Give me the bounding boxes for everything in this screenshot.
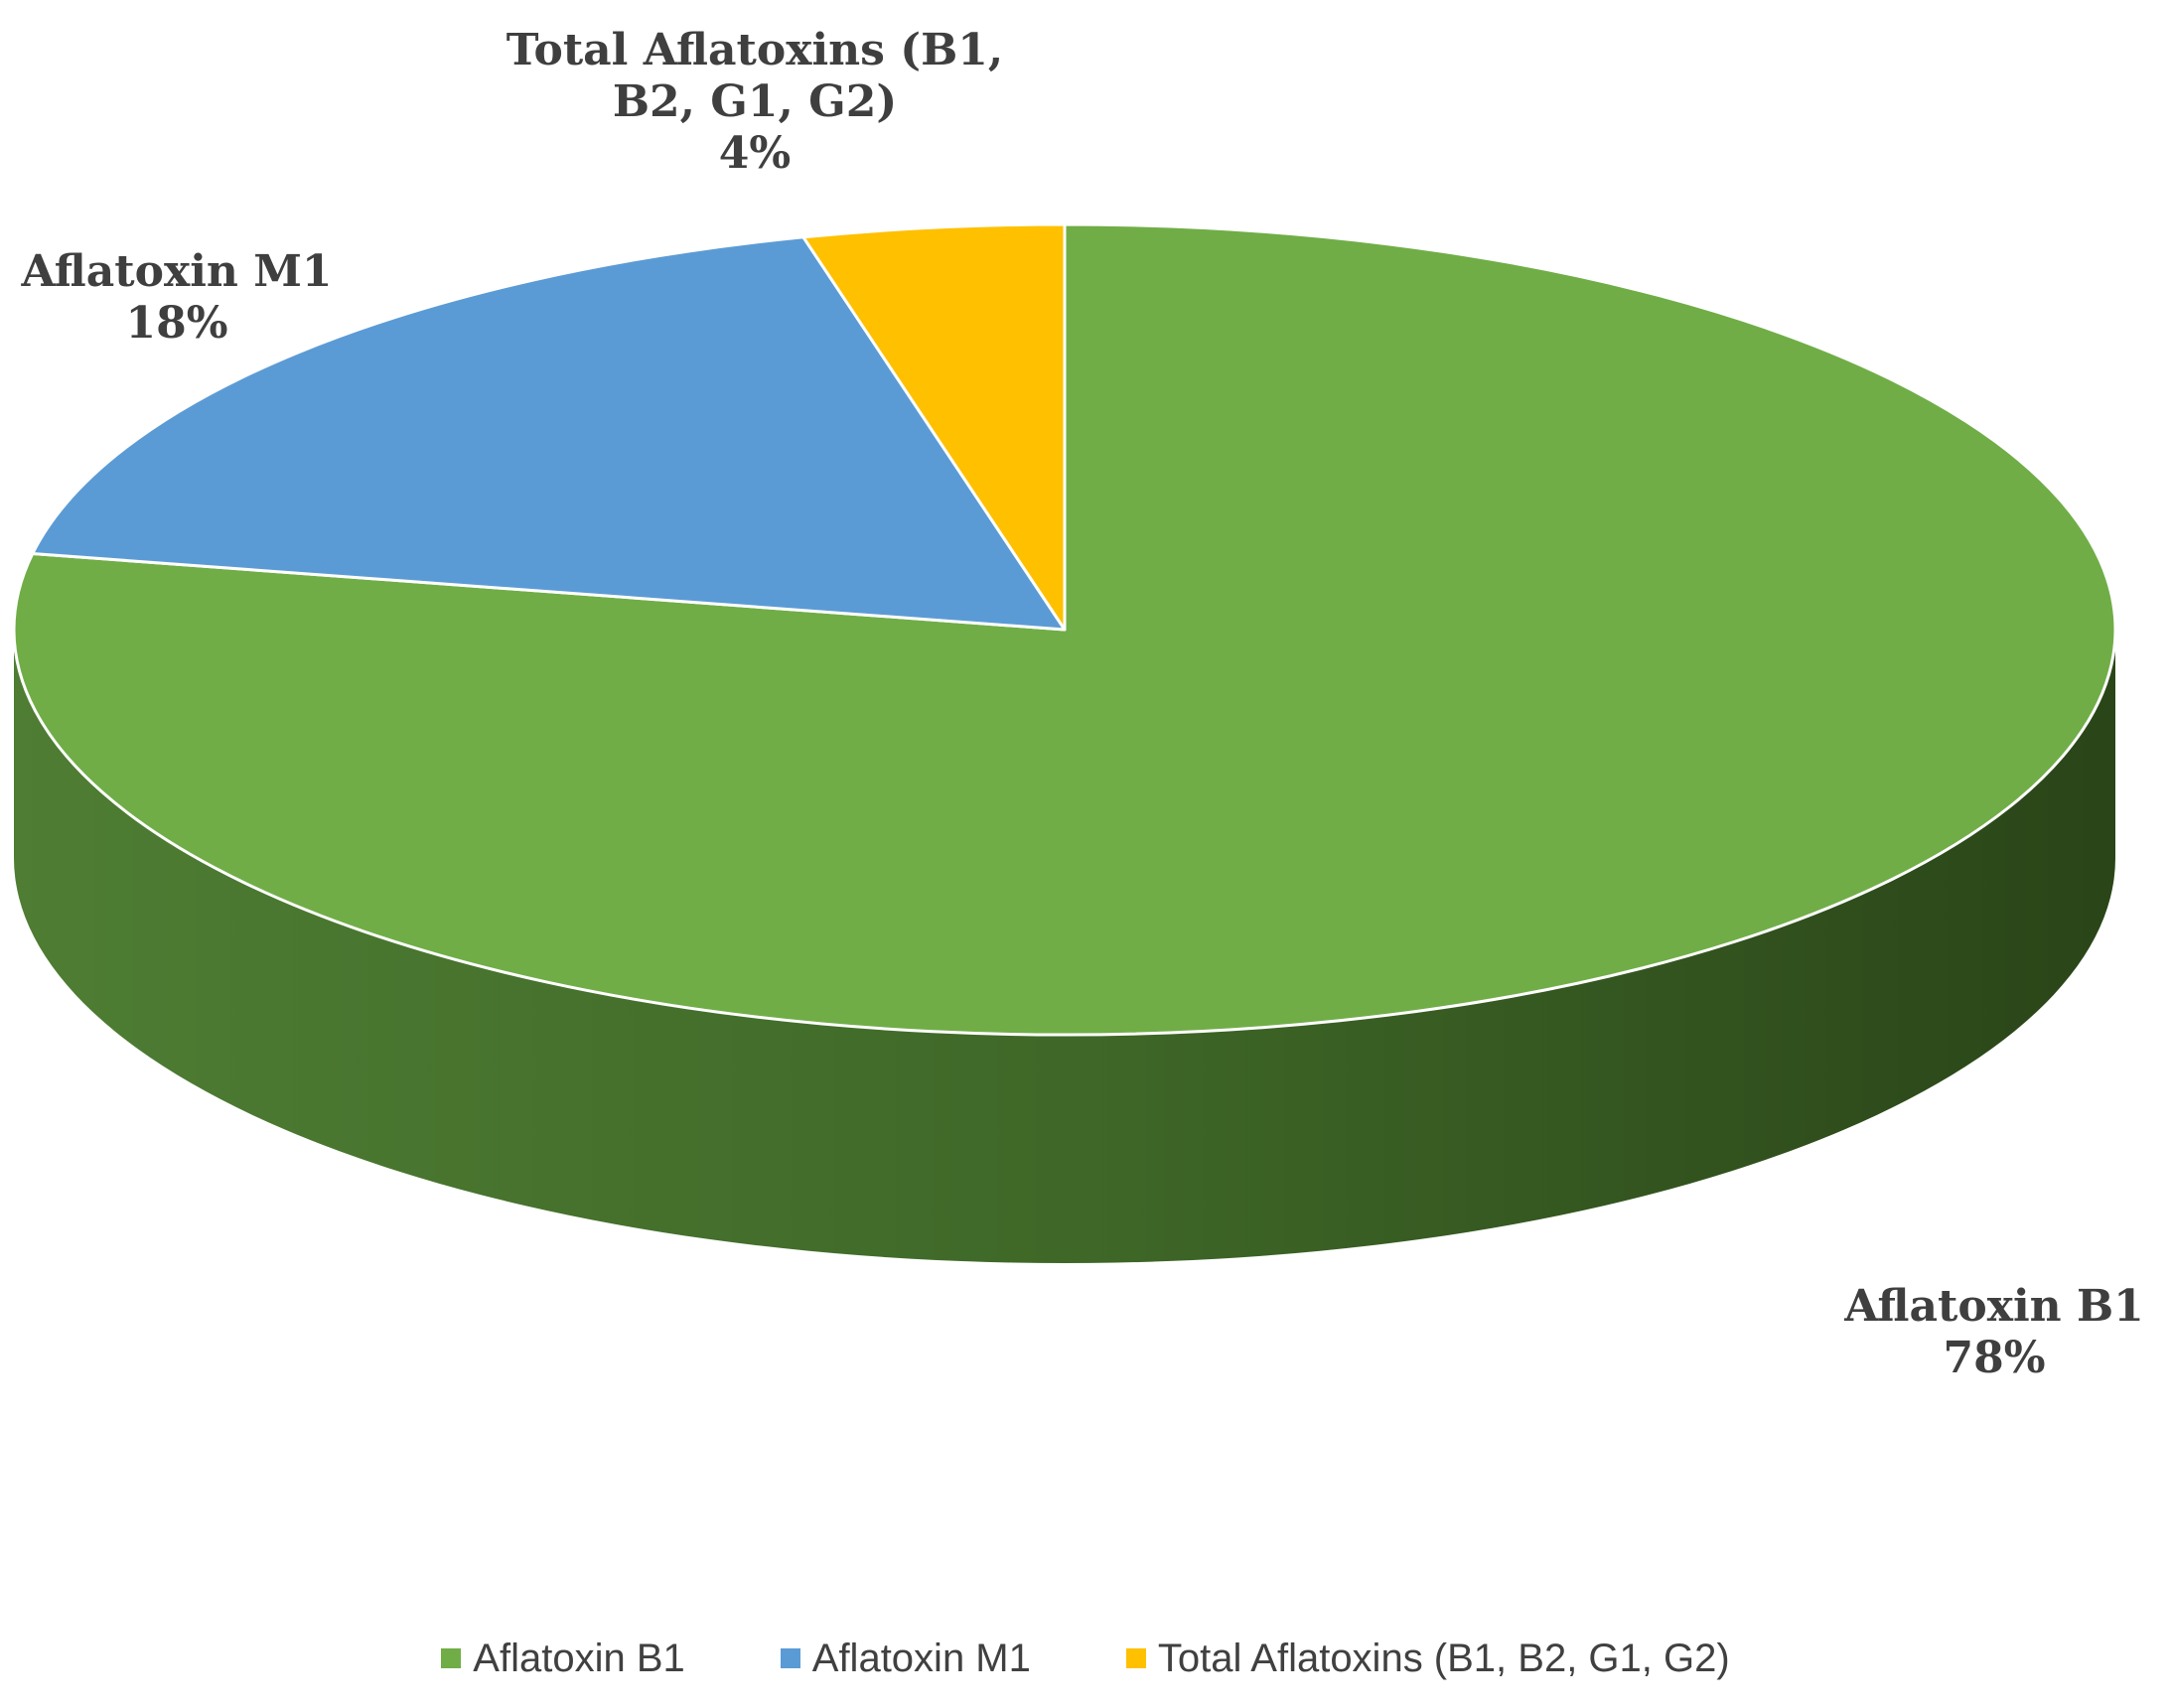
legend-swatch <box>780 1648 800 1668</box>
data-label-name-line-1: Total Aflatoxins (B1, <box>506 25 1004 75</box>
legend-label: Aflatoxin M1 <box>811 1636 1031 1680</box>
data-label-percent: 4% <box>718 128 792 179</box>
data-label-total-aflatoxins: Total Aflatoxins (B1, B2, G1, G2) 4% <box>457 25 1053 180</box>
legend-swatch <box>1125 1648 1146 1668</box>
data-label-percent: 78% <box>1943 1333 2046 1383</box>
data-label-name: Aflatoxin M1 <box>21 246 333 297</box>
legend-item-aflatoxin-m1: Aflatoxin M1 <box>780 1636 1031 1681</box>
legend-item-aflatoxin-b1: Aflatoxin B1 <box>441 1636 685 1681</box>
legend-item-total-aflatoxins: Total Aflatoxins (B1, B2, G1, G2) <box>1125 1636 1730 1681</box>
data-label-aflatoxin-m1: Aflatoxin M1 18% <box>0 246 354 350</box>
legend-label: Total Aflatoxins (B1, B2, G1, G2) <box>1157 1636 1730 1680</box>
pie-side-wall <box>14 630 2115 1263</box>
data-label-aflatoxin-b1: Aflatoxin B1 78% <box>1817 1281 2171 1384</box>
legend-swatch <box>441 1648 462 1668</box>
legend-label: Aflatoxin B1 <box>473 1636 685 1680</box>
pie-slice-aflatoxin-m1 <box>31 235 1067 632</box>
data-label-percent: 18% <box>125 298 228 349</box>
data-label-name: Aflatoxin B1 <box>1844 1281 2144 1332</box>
legend: Aflatoxin B1 Aflatoxin M1 Total Aflatoxi… <box>0 1629 2171 1688</box>
data-label-name-line-2: B2, G1, G2) <box>612 76 898 127</box>
pie-slice-total-aflatoxins-b1-b2-g1-g2 <box>801 222 1067 632</box>
